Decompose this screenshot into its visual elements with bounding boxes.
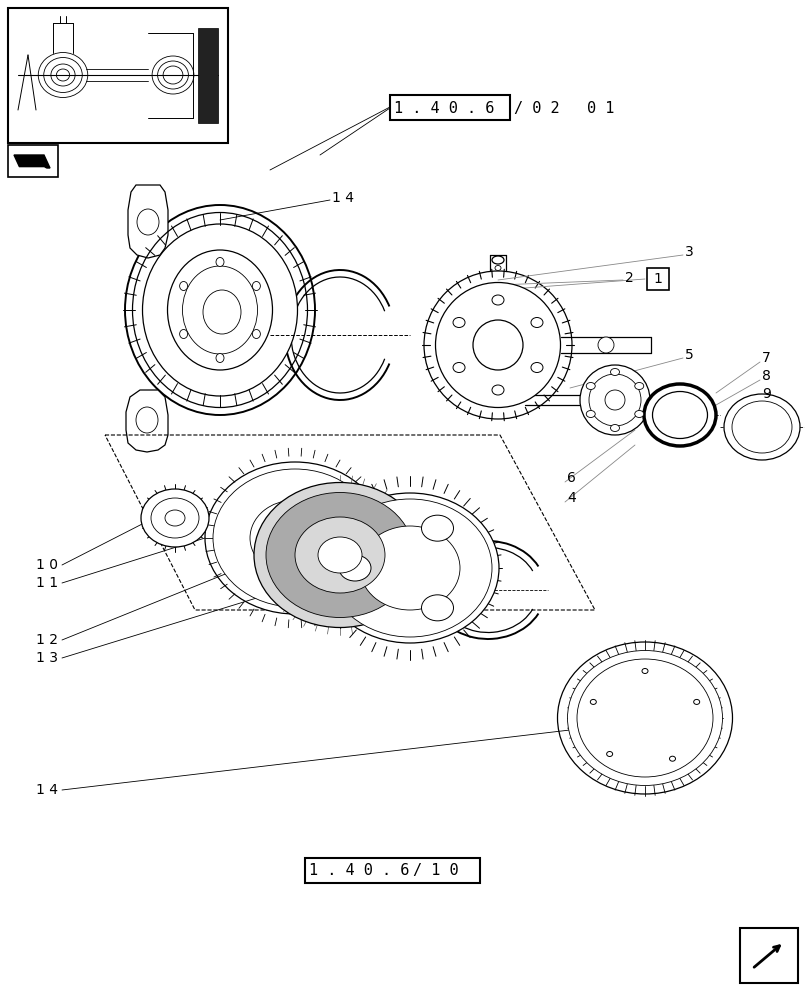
Polygon shape [14,168,50,172]
Ellipse shape [669,756,675,761]
Text: 7: 7 [761,351,770,365]
Ellipse shape [179,282,187,290]
Ellipse shape [421,595,453,621]
Text: 1 3: 1 3 [36,651,58,665]
Ellipse shape [723,394,799,460]
Polygon shape [128,185,168,258]
Ellipse shape [586,382,594,389]
Ellipse shape [495,265,500,270]
Bar [8,145,58,177]
Ellipse shape [731,401,791,453]
Ellipse shape [179,330,187,338]
Ellipse shape [338,555,371,581]
Ellipse shape [693,699,699,704]
Ellipse shape [453,318,465,328]
Text: 1 0: 1 0 [36,558,58,572]
Bar [389,95,509,120]
Ellipse shape [266,492,414,617]
Ellipse shape [204,462,384,614]
Text: 4: 4 [566,491,575,505]
Ellipse shape [604,390,624,410]
Ellipse shape [252,282,260,290]
Ellipse shape [642,668,647,674]
Ellipse shape [182,266,257,354]
Text: 1 . 4 0 . 6: 1 . 4 0 . 6 [393,101,494,116]
Ellipse shape [328,499,491,637]
Ellipse shape [421,515,453,541]
Ellipse shape [203,290,241,334]
Ellipse shape [590,699,595,704]
Ellipse shape [435,282,560,408]
Ellipse shape [652,391,706,438]
Ellipse shape [530,318,543,328]
Bar [646,268,668,290]
Bar [305,858,479,883]
Ellipse shape [294,517,384,593]
Ellipse shape [151,498,199,538]
Ellipse shape [597,337,613,353]
Text: 9: 9 [761,387,770,401]
Ellipse shape [610,424,619,432]
Ellipse shape [530,362,543,372]
Ellipse shape [167,250,272,370]
Ellipse shape [318,537,362,573]
Ellipse shape [320,493,499,643]
Ellipse shape [579,365,649,435]
Ellipse shape [212,469,376,607]
Ellipse shape [557,642,732,794]
Ellipse shape [473,320,522,370]
Ellipse shape [423,271,571,419]
Ellipse shape [491,295,504,305]
Ellipse shape [359,526,460,610]
Ellipse shape [610,368,619,375]
Ellipse shape [254,483,426,628]
Text: 1: 1 [653,272,662,286]
Text: 1 2: 1 2 [36,633,58,647]
Bar [739,928,797,983]
Text: 2: 2 [624,271,633,285]
Text: 1 4: 1 4 [332,191,354,205]
Ellipse shape [453,362,465,372]
Ellipse shape [135,407,158,433]
Ellipse shape [491,385,504,395]
Ellipse shape [577,659,712,777]
Ellipse shape [125,205,315,415]
Ellipse shape [588,374,640,426]
Ellipse shape [634,410,643,418]
Ellipse shape [216,354,224,362]
Ellipse shape [216,257,224,266]
Ellipse shape [250,500,340,576]
Ellipse shape [142,224,297,396]
Ellipse shape [165,510,185,526]
Polygon shape [198,28,217,123]
Text: / 1 0: / 1 0 [413,863,458,878]
Text: 1 1: 1 1 [36,576,58,590]
Ellipse shape [141,489,208,547]
Polygon shape [14,155,50,168]
Text: 5: 5 [684,348,693,362]
Ellipse shape [606,752,611,757]
Text: 6: 6 [566,471,575,485]
Ellipse shape [491,256,504,264]
Ellipse shape [137,209,159,235]
Text: 1 4: 1 4 [36,783,58,797]
Ellipse shape [567,650,722,786]
Text: / 0 2   0 1: / 0 2 0 1 [513,101,614,116]
Text: 8: 8 [761,369,770,383]
Ellipse shape [643,384,715,446]
Ellipse shape [252,330,260,338]
Text: 1 . 4 0 . 6: 1 . 4 0 . 6 [309,863,409,878]
Ellipse shape [586,410,594,418]
Bar [8,8,228,143]
Polygon shape [126,390,168,452]
Text: 3: 3 [684,245,693,259]
Ellipse shape [634,382,643,389]
